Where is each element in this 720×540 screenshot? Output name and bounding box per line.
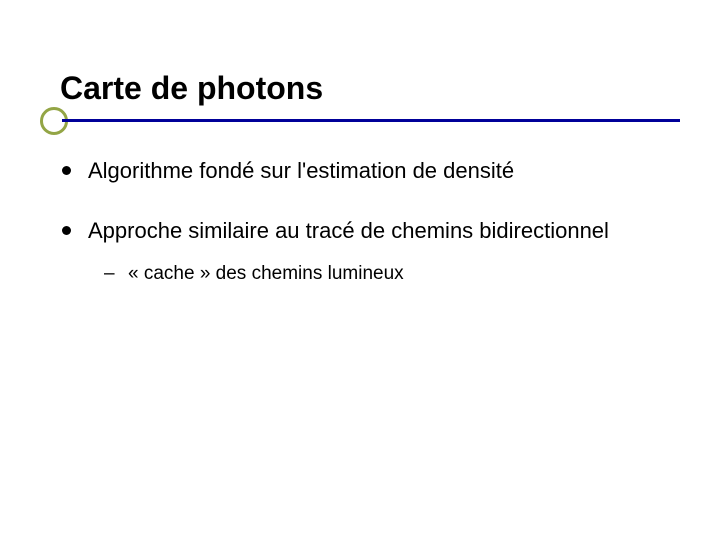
bullet-list: Algorithme fondé sur l'estimation de den… bbox=[60, 157, 660, 287]
bullet-text: Approche similaire au tracé de chemins b… bbox=[88, 218, 609, 243]
sub-bullet-list: – « cache » des chemins lumineux bbox=[88, 262, 660, 287]
bullet-item: Algorithme fondé sur l'estimation de den… bbox=[60, 157, 660, 185]
title-underline bbox=[40, 119, 680, 125]
slide: Carte de photons Algorithme fondé sur l'… bbox=[0, 0, 720, 540]
bullet-dot-icon bbox=[62, 226, 71, 235]
underline-bar bbox=[62, 119, 680, 122]
bullet-item: Approche similaire au tracé de chemins b… bbox=[60, 217, 660, 287]
bullet-dot-icon bbox=[62, 166, 71, 175]
bullet-text: Algorithme fondé sur l'estimation de den… bbox=[88, 158, 514, 183]
sub-bullet-item: – « cache » des chemins lumineux bbox=[98, 262, 660, 287]
sub-bullet-text: « cache » des chemins lumineux bbox=[128, 263, 404, 284]
slide-title: Carte de photons bbox=[60, 70, 660, 107]
dash-icon: – bbox=[104, 262, 115, 287]
